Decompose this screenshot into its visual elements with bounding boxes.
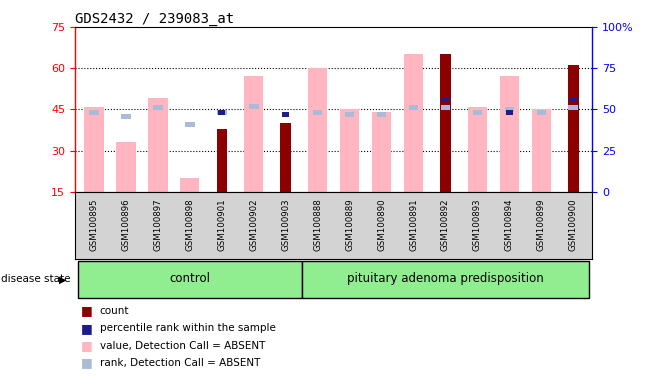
Bar bbox=[468, 107, 487, 192]
Bar bbox=[409, 105, 419, 110]
Bar bbox=[219, 110, 225, 115]
Text: GSM100902: GSM100902 bbox=[249, 199, 258, 252]
Text: ■: ■ bbox=[81, 322, 93, 335]
Bar bbox=[117, 142, 135, 192]
Bar bbox=[377, 112, 386, 117]
Text: GSM100890: GSM100890 bbox=[377, 199, 386, 252]
Text: GSM100895: GSM100895 bbox=[90, 199, 98, 252]
Bar bbox=[404, 55, 423, 192]
Text: control: control bbox=[169, 272, 210, 285]
Bar bbox=[568, 65, 579, 192]
Text: ▶: ▶ bbox=[59, 274, 66, 285]
Bar bbox=[506, 110, 513, 115]
Text: GSM100896: GSM100896 bbox=[122, 199, 130, 252]
Bar bbox=[153, 105, 163, 110]
Bar bbox=[217, 129, 227, 192]
Bar bbox=[440, 55, 450, 192]
Text: GSM100889: GSM100889 bbox=[345, 199, 354, 252]
Text: disease state: disease state bbox=[1, 274, 71, 285]
Bar bbox=[121, 114, 131, 119]
Text: GSM100899: GSM100899 bbox=[537, 199, 546, 251]
Text: count: count bbox=[100, 306, 129, 316]
Bar bbox=[473, 110, 482, 115]
Bar bbox=[308, 68, 327, 192]
Bar bbox=[281, 123, 291, 192]
Text: ■: ■ bbox=[81, 356, 93, 369]
Text: GSM100891: GSM100891 bbox=[409, 199, 418, 252]
Text: GSM100894: GSM100894 bbox=[505, 199, 514, 252]
Text: GSM100898: GSM100898 bbox=[186, 199, 195, 252]
Bar bbox=[180, 178, 199, 192]
Bar bbox=[500, 76, 519, 192]
Text: ■: ■ bbox=[81, 305, 93, 318]
Bar bbox=[249, 104, 258, 109]
Bar bbox=[217, 110, 227, 115]
Bar bbox=[301, 261, 589, 298]
Bar bbox=[372, 112, 391, 192]
Bar bbox=[313, 110, 322, 115]
Bar bbox=[570, 97, 577, 102]
Bar bbox=[441, 105, 450, 110]
Text: GSM100897: GSM100897 bbox=[154, 199, 163, 252]
Text: GSM100900: GSM100900 bbox=[569, 199, 577, 252]
Text: GSM100901: GSM100901 bbox=[217, 199, 227, 252]
Bar bbox=[148, 98, 167, 192]
Text: GSM100893: GSM100893 bbox=[473, 199, 482, 252]
Text: percentile rank within the sample: percentile rank within the sample bbox=[100, 323, 275, 333]
Bar bbox=[442, 97, 449, 102]
Bar bbox=[89, 110, 99, 115]
Bar bbox=[78, 261, 301, 298]
Bar bbox=[536, 110, 546, 115]
Text: rank, Detection Call = ABSENT: rank, Detection Call = ABSENT bbox=[100, 358, 260, 368]
Text: GSM100903: GSM100903 bbox=[281, 199, 290, 252]
Bar bbox=[568, 105, 578, 110]
Bar bbox=[345, 112, 354, 117]
Bar bbox=[244, 76, 264, 192]
Bar bbox=[283, 112, 289, 117]
Bar bbox=[532, 109, 551, 192]
Bar bbox=[340, 109, 359, 192]
Text: value, Detection Call = ABSENT: value, Detection Call = ABSENT bbox=[100, 341, 265, 351]
Bar bbox=[85, 107, 104, 192]
Text: ■: ■ bbox=[81, 339, 93, 352]
Text: GDS2432 / 239083_at: GDS2432 / 239083_at bbox=[75, 12, 234, 26]
Bar bbox=[505, 107, 514, 112]
Text: pituitary adenoma predisposition: pituitary adenoma predisposition bbox=[347, 272, 544, 285]
Text: GSM100888: GSM100888 bbox=[313, 199, 322, 252]
Text: GSM100892: GSM100892 bbox=[441, 199, 450, 252]
Bar bbox=[185, 122, 195, 127]
